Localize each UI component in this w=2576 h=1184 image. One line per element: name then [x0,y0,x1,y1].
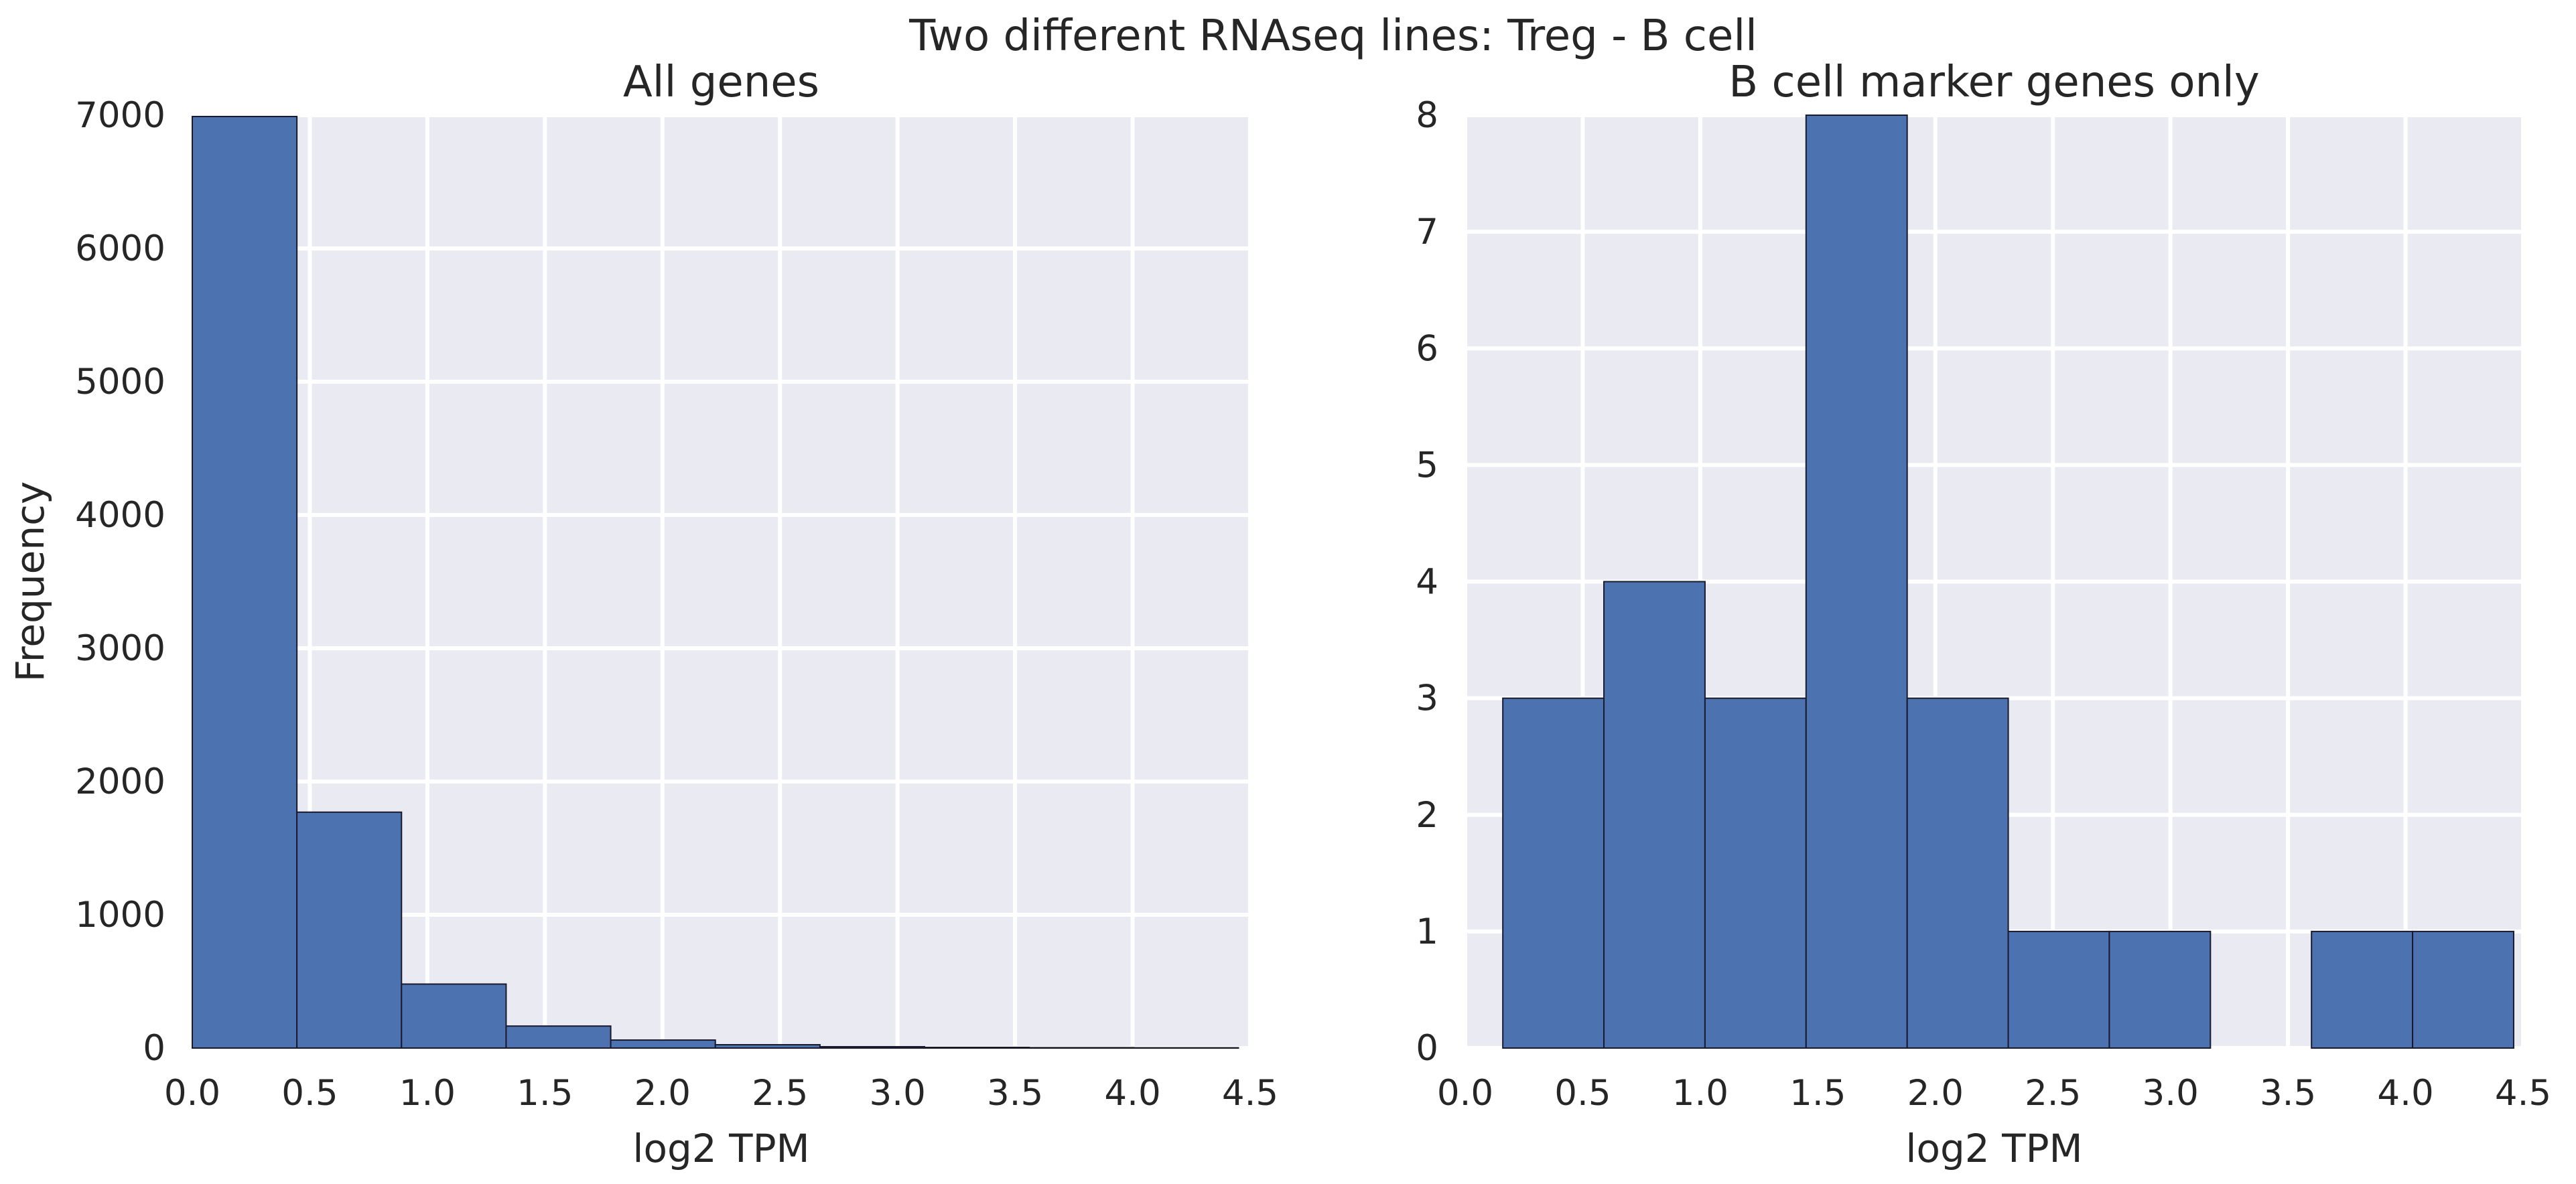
x-tick-label: 2.0 [634,1073,691,1114]
histogram-bar [714,1044,821,1049]
x-tick-label: 4.5 [2495,1073,2551,1114]
x-tick-label: 4.0 [2377,1073,2433,1114]
y-tick-label: 0 [1416,1028,1438,1069]
x-axis-label: log2 TPM [1905,1126,2082,1171]
y-tick-label: 7 [1416,212,1438,252]
histogram-bar [1028,1047,1135,1049]
x-tick-label: 4.0 [1104,1073,1160,1114]
y-tick-label: 0 [143,1028,165,1069]
histogram-bar [2108,930,2212,1049]
x-tick-label: 3.5 [987,1073,1043,1114]
x-tick-label: 0.0 [1437,1073,1493,1114]
x-tick-label: 0.0 [164,1073,220,1114]
y-tick-label: 7000 [75,95,165,136]
x-tick-label: 2.5 [2025,1073,2081,1114]
x-tick-label: 2.5 [752,1073,808,1114]
x-tick-label: 1.5 [1789,1073,1846,1114]
subplot-all-genes: 0.0 0.5 1.0 1.5 2.0 2.5 3.0 3.5 4.0 4.5 0 1000 2000 3… [7,58,1278,1171]
y-tick-label: 2 [1416,795,1438,836]
y-tick-label: 6000 [75,228,165,269]
histogram-bar [1603,581,1706,1049]
x-tick-label: 1.0 [1672,1073,1728,1114]
histogram-bar [2007,930,2110,1049]
histogram-bar [610,1039,716,1049]
histogram-bar [2311,930,2414,1049]
histogram-bar [1502,697,1605,1049]
histogram-bar [1704,697,1807,1049]
x-tick-label: 3.0 [2143,1073,2199,1114]
histogram-bar [819,1046,926,1049]
histogram-bar [296,811,403,1049]
y-tick-label: 5000 [75,362,165,402]
subplot-b-cell-marker-genes: 0.0 0.5 1.0 1.5 2.0 2.5 3.0 3.5 4.0 4.5 0 1 2 3 4 5 6 7 8 B… [1416,58,2551,1171]
x-tick-label: 2.0 [1907,1073,1964,1114]
x-tick-label: 4.5 [1222,1073,1278,1114]
histogram-bar [401,983,507,1049]
y-tick-label: 8 [1416,95,1438,136]
figure-suptitle: Two different RNAseq lines: Treg - B cel… [908,11,1757,61]
x-tick-label: 0.5 [281,1073,338,1114]
y-tick-label: 3 [1416,678,1438,719]
y-axis-label: Frequency [7,482,53,682]
x-tick-label: 1.5 [517,1073,573,1114]
histogram-bar [1805,115,1908,1049]
histogram-bar [924,1047,1030,1049]
y-tick-label: 3000 [75,628,165,669]
x-tick-label: 3.0 [870,1073,926,1114]
x-tick-label: 1.0 [399,1073,456,1114]
x-axis-label: log2 TPM [632,1126,809,1171]
y-tick-label: 1 [1416,911,1438,952]
y-tick-label: 1000 [75,895,165,936]
y-tick-label: 6 [1416,328,1438,369]
subplot-title: B cell marker genes only [1728,58,2259,107]
x-tick-label: 3.5 [2260,1073,2316,1114]
y-tick-label: 4000 [75,495,165,536]
histogram-bar [1906,697,2009,1049]
histogram-bar [505,1025,612,1049]
y-tick-label: 5 [1416,445,1438,486]
subplot-title: All genes [623,58,819,107]
histogram-bar [192,115,298,1049]
y-tick-label: 2000 [75,761,165,802]
x-tick-label: 0.5 [1554,1073,1611,1114]
histogram-bar [2412,930,2514,1049]
y-tick-label: 4 [1416,562,1438,603]
